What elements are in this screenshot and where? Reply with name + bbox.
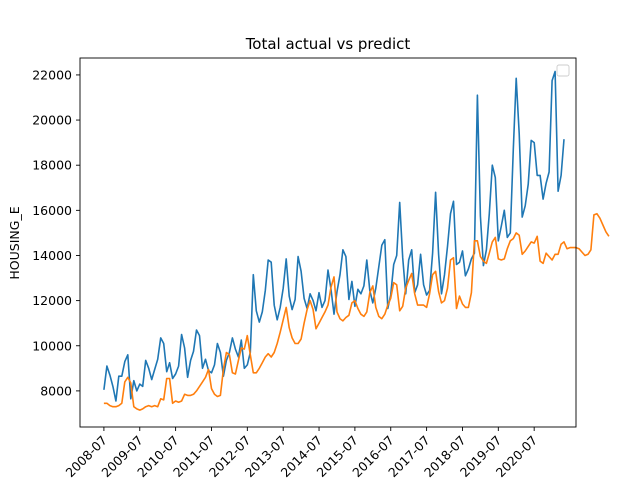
y-tick-label: 16000: [32, 203, 72, 218]
y-tick-label: 12000: [32, 293, 72, 308]
y-tick-label: 18000: [32, 158, 72, 173]
plot-frame: [79, 57, 577, 428]
legend-box: [556, 64, 570, 77]
series-line-predict: [103, 212, 610, 411]
y-tick-label: 14000: [32, 248, 72, 263]
y-tick-label: 22000: [32, 67, 72, 82]
y-axis-label: HOUSING_E: [7, 206, 22, 279]
y-tick-label: 10000: [32, 338, 72, 353]
series-line-actual: [103, 70, 565, 402]
y-tick-label: 20000: [32, 113, 72, 128]
y-tick-label: 8000: [40, 383, 72, 398]
chart-title: Total actual vs predict: [245, 35, 411, 53]
